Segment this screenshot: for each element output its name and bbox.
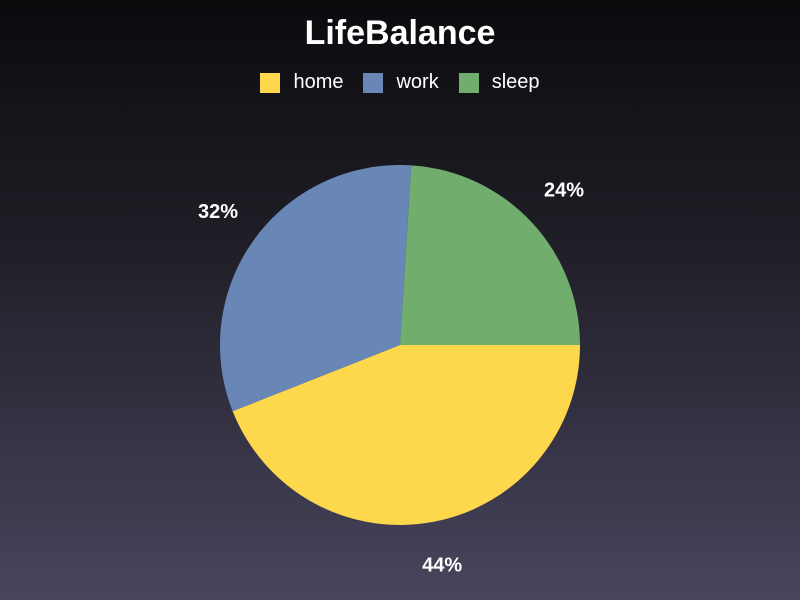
legend-swatch-work [363, 72, 384, 93]
legend-swatch-home [260, 72, 281, 93]
slice-label-work: 32% [198, 201, 238, 223]
slice-label-sleep: 24% [544, 179, 584, 201]
legend-swatch-sleep [458, 72, 479, 93]
legend-item-home: home [260, 71, 343, 94]
legend-label-home: home [293, 71, 344, 93]
legend-label-sleep: sleep [491, 71, 540, 93]
slice-label-home: 44% [422, 554, 462, 576]
legend-label-work: work [396, 71, 439, 93]
chart-title: LifeBalance [304, 14, 496, 52]
legend: home work sleep [0, 71, 800, 94]
legend-item-sleep: sleep [458, 71, 540, 94]
legend-item-work: work [363, 71, 439, 94]
pie-slice-work [220, 164, 412, 412]
pie-slice-home [232, 345, 580, 526]
pie-slice-sleep [400, 165, 580, 345]
